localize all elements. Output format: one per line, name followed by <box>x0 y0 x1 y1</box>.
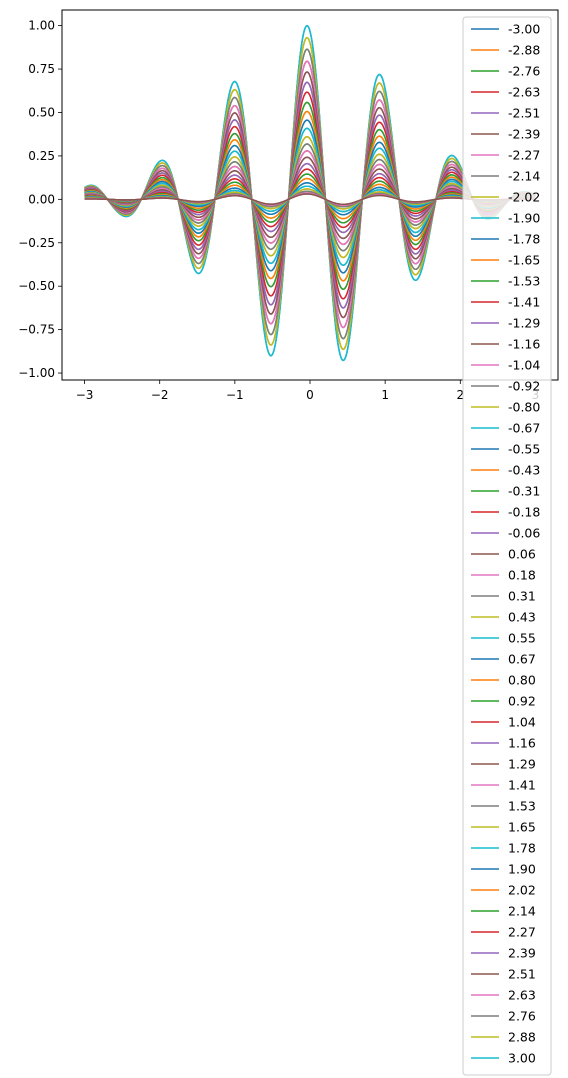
legend-label: 1.04 <box>508 715 536 730</box>
legend-label: -2.63 <box>508 85 540 100</box>
series-line <box>84 177 536 220</box>
legend-label: 2.63 <box>508 988 536 1003</box>
legend-label: 2.27 <box>508 925 536 940</box>
legend-label: -1.29 <box>508 316 540 331</box>
legend-label: 1.41 <box>508 778 536 793</box>
legend-label: -0.92 <box>508 379 540 394</box>
legend-label: -2.51 <box>508 106 540 121</box>
legend-label: 0.18 <box>508 568 536 583</box>
legend-label: 0.55 <box>508 631 536 646</box>
legend: -3.00 -2.88 -2.76 -2.63 -2.51 -2.39 -2.27 -2.14… <box>462 16 552 1076</box>
legend-label: 2.02 <box>508 883 536 898</box>
series-line <box>84 119 536 274</box>
series-line <box>84 101 536 290</box>
legend-label: -0.55 <box>508 442 540 457</box>
series-line <box>84 36 536 351</box>
legend-label: 3.00 <box>508 1051 536 1066</box>
y-tick-label: 0.00 <box>28 192 55 206</box>
series-line <box>84 193 536 206</box>
series-line <box>84 24 536 362</box>
y-tick-label: −0.50 <box>18 279 55 293</box>
series-line <box>84 91 536 300</box>
legend-label: 2.14 <box>508 904 536 919</box>
legend-label: 0.43 <box>508 610 536 625</box>
series-line <box>84 81 536 309</box>
legend-label: 2.88 <box>508 1030 536 1045</box>
legend-label: 0.31 <box>508 589 536 604</box>
y-axis: −1.00 −0.75 −0.50 −0.25 0.00 0.25 0.50 0.75 1.00 <box>18 19 62 380</box>
legend-label: 2.39 <box>508 946 536 961</box>
series-line <box>84 150 536 246</box>
y-tick-label: 0.75 <box>28 62 55 76</box>
series-line <box>84 162 536 234</box>
plot-lines <box>84 24 536 362</box>
series-line <box>84 127 536 266</box>
series-line <box>84 156 536 240</box>
legend-label: -2.76 <box>508 64 540 79</box>
legend-label: -0.06 <box>508 526 540 541</box>
legend-label: -0.31 <box>508 484 540 499</box>
series-line <box>84 168 536 229</box>
y-tick-label: −1.00 <box>18 366 55 380</box>
legend-label: 0.06 <box>508 547 536 562</box>
x-tick-label: −2 <box>151 388 169 402</box>
legend-label: 0.80 <box>508 673 536 688</box>
legend-label: -1.16 <box>508 337 540 352</box>
legend-label: 0.92 <box>508 694 536 709</box>
series-line <box>84 48 536 340</box>
legend-label: 0.67 <box>508 652 536 667</box>
legend-label: -1.78 <box>508 232 540 247</box>
legend-label: -0.18 <box>508 505 540 520</box>
x-tick-label: −3 <box>76 388 94 402</box>
legend-label: -3.00 <box>508 22 540 37</box>
legend-label: 1.90 <box>508 862 536 877</box>
x-tick-label: 2 <box>456 388 464 402</box>
series-line <box>84 173 536 224</box>
legend-label: -2.14 <box>508 169 540 184</box>
legend-label: -1.04 <box>508 358 540 373</box>
series-line <box>84 71 536 319</box>
legend-label: 1.65 <box>508 820 536 835</box>
y-tick-label: 0.50 <box>28 105 55 119</box>
legend-label: -1.90 <box>508 211 540 226</box>
y-tick-label: −0.75 <box>18 323 55 337</box>
legend-label: 1.29 <box>508 757 536 772</box>
x-tick-label: −1 <box>226 388 244 402</box>
series-line <box>84 110 536 282</box>
y-tick-label: −0.25 <box>18 236 55 250</box>
x-tick-label: 0 <box>306 388 314 402</box>
legend-label: -0.43 <box>508 463 540 478</box>
series-line <box>84 135 536 259</box>
legend-label: 2.51 <box>508 967 536 982</box>
legend-label: -2.02 <box>508 190 540 205</box>
legend-label: -1.41 <box>508 295 540 310</box>
legend-label: 1.53 <box>508 799 536 814</box>
legend-label: 1.78 <box>508 841 536 856</box>
y-tick-label: 0.25 <box>28 149 55 163</box>
legend-label: -2.39 <box>508 127 540 142</box>
legend-label: 1.16 <box>508 736 536 751</box>
x-tick-label: 1 <box>381 388 389 402</box>
legend-label: -1.53 <box>508 274 540 289</box>
legend-label: -1.65 <box>508 253 540 268</box>
series-line <box>84 60 536 329</box>
legend-label: -2.27 <box>508 148 540 163</box>
legend-label: -0.67 <box>508 421 540 436</box>
legend-label: -2.88 <box>508 43 540 58</box>
legend-label: -0.80 <box>508 400 540 415</box>
legend-label: 2.76 <box>508 1009 536 1024</box>
y-tick-label: 1.00 <box>28 19 55 33</box>
series-line <box>84 143 536 252</box>
